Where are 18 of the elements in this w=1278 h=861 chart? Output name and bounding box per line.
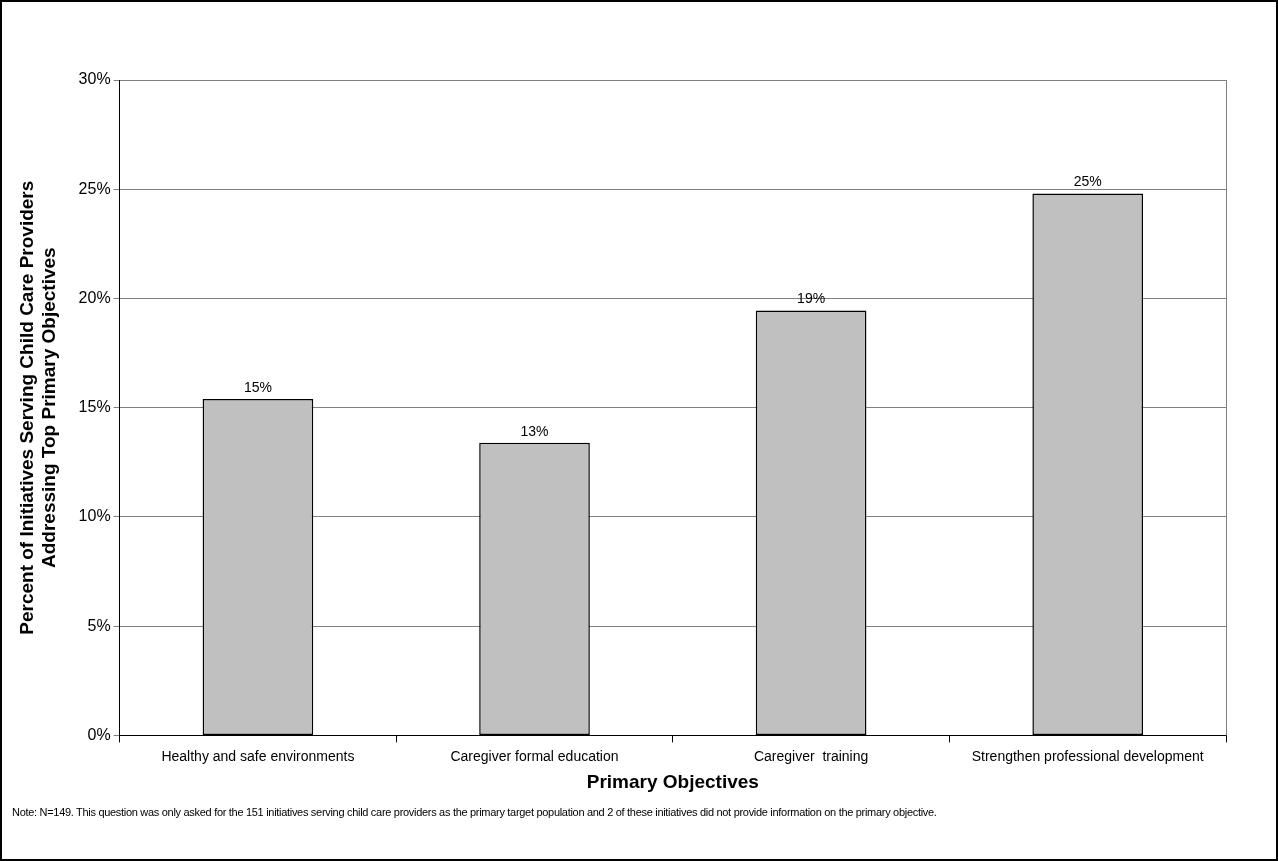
y-tick-label: 30% <box>78 70 111 88</box>
y-tick-label: 25% <box>78 179 111 197</box>
data-label: 15% <box>243 378 272 395</box>
x-axis-title: Primary Objectives <box>586 770 759 792</box>
y-tick-label: 10% <box>78 507 111 525</box>
data-label: 25% <box>1073 173 1102 190</box>
x-tick-label: Caregiver formal education <box>450 747 619 764</box>
text: Note: N=149. This question was only asked for the 151 initiatives serving child care providers as the primary target population and 2 of these initiatives did not provide information on the primary objective. <box>12 806 938 818</box>
y-tick-label: 20% <box>78 288 111 306</box>
x-tick-label: Caregiver training <box>753 747 869 764</box>
data-label: 19% <box>797 290 826 307</box>
y-tick-label: 5% <box>87 616 111 634</box>
y-axis-title: Percent of Initiatives Serving Child Care Providers Addressing Top Primary Objectives <box>15 180 60 635</box>
x-tick-label: Healthy and safe environments <box>161 747 355 764</box>
y-tick-label: 15% <box>78 398 111 416</box>
y-tick-label: 0% <box>87 725 111 743</box>
data-label: 13% <box>520 422 549 439</box>
x-tick-label: Strengthen professional development <box>971 747 1204 764</box>
